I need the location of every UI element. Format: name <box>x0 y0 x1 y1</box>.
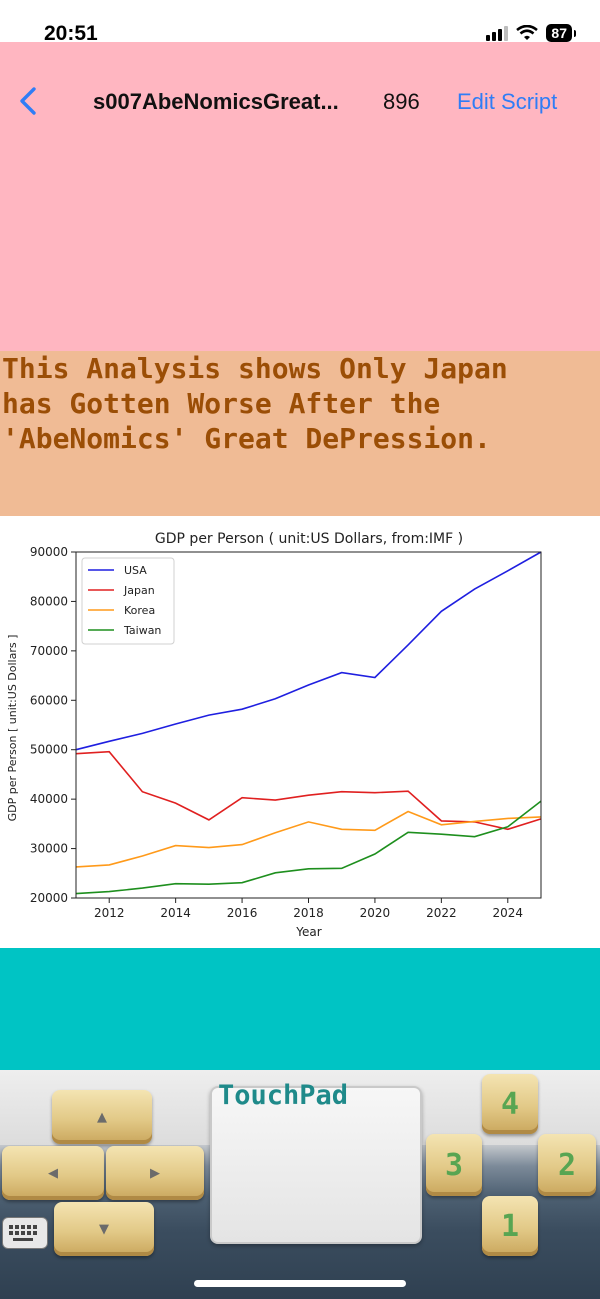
script-header: s007AbeNomicsGreat... 896 Edit Script <box>0 42 600 351</box>
y-tick-label: 60000 <box>30 693 68 707</box>
keyboard-icon[interactable] <box>2 1217 48 1249</box>
legend-box <box>81 557 175 645</box>
dpad-up-button[interactable]: ▲ <box>52 1090 152 1144</box>
back-chevron-icon[interactable] <box>16 86 42 116</box>
y-tick-label: 20000 <box>30 891 68 905</box>
touchpad-label: TouchPad <box>218 1080 349 1111</box>
cellular-signal-icon <box>486 25 509 41</box>
button-1[interactable]: 1 <box>482 1196 538 1256</box>
x-tick-label: 2014 <box>160 906 191 920</box>
x-tick-label: 2024 <box>493 906 524 920</box>
button-2[interactable]: 2 <box>538 1134 596 1196</box>
teal-panel <box>0 948 600 1070</box>
x-tick-label: 2012 <box>94 906 125 920</box>
y-tick-label: 40000 <box>30 792 68 806</box>
message-line: has Gotten Worse After the <box>2 387 441 420</box>
edit-script-button[interactable]: Edit Script <box>457 89 558 114</box>
dpad-down-button[interactable]: ▼ <box>54 1202 154 1256</box>
game-controller: ▲ ◀ ▶ ▼ TouchPad 4 3 2 1 <box>0 1070 600 1299</box>
button-2-label: 2 <box>557 1147 577 1183</box>
button-4-label: 4 <box>500 1086 520 1122</box>
button-3[interactable]: 3 <box>426 1134 482 1196</box>
message-line: This Analysis shows Only Japan <box>2 352 508 385</box>
series-line-korea <box>75 810 542 868</box>
series-line-taiwan <box>75 800 542 895</box>
legend-label-taiwan: Taiwan <box>123 624 161 637</box>
script-title: s007AbeNomicsGreat... <box>93 89 339 114</box>
analysis-message: This Analysis shows Only Japan has Gotten… <box>2 351 598 456</box>
button-4[interactable]: 4 <box>482 1074 538 1134</box>
x-axis-label: Year <box>295 925 321 939</box>
chart-title: GDP per Person ( unit:US Dollars, from:I… <box>155 531 463 547</box>
x-tick-label: 2016 <box>227 906 258 920</box>
legend-label-korea: Korea <box>124 604 155 617</box>
status-time: 20:51 <box>44 22 98 45</box>
message-panel: This Analysis shows Only Japan has Gotten… <box>0 351 600 516</box>
line-count: 896 <box>383 89 420 114</box>
battery-indicator: 87 <box>546 24 576 42</box>
status-bar: 20:51 87 <box>0 0 600 45</box>
arrow-up-icon: ▲ <box>97 1109 107 1125</box>
arrow-left-icon: ◀ <box>48 1165 58 1181</box>
y-tick-label: 90000 <box>30 545 68 559</box>
legend-label-usa: USA <box>124 564 147 577</box>
button-1-label: 1 <box>500 1208 520 1244</box>
arrow-right-icon: ▶ <box>150 1165 160 1181</box>
y-tick-label: 70000 <box>30 644 68 658</box>
y-tick-label: 50000 <box>30 743 68 757</box>
gdp-chart-panel: GDP per Person ( unit:US Dollars, from:I… <box>0 516 600 948</box>
wifi-icon <box>516 25 539 40</box>
plot-frame <box>75 551 542 899</box>
dpad-right-button[interactable]: ▶ <box>106 1146 204 1200</box>
button-3-label: 3 <box>444 1147 464 1183</box>
series-line-japan <box>75 750 542 831</box>
touchpad[interactable] <box>210 1086 422 1244</box>
y-tick-label: 30000 <box>30 842 68 856</box>
y-tick-label: 80000 <box>30 594 68 608</box>
x-tick-label: 2018 <box>293 906 324 920</box>
series-line-usa <box>75 551 542 751</box>
dpad-left-button[interactable]: ◀ <box>2 1146 104 1200</box>
home-indicator[interactable] <box>194 1280 406 1287</box>
arrow-down-icon: ▼ <box>99 1221 109 1237</box>
x-tick-label: 2020 <box>360 906 391 920</box>
x-tick-label: 2022 <box>426 906 457 920</box>
message-line: 'AbeNomics' Great DePression. <box>2 422 491 455</box>
y-axis-label: GDP per Person [ unit:US Dollars ] <box>6 635 19 822</box>
status-icons: 87 <box>486 24 576 42</box>
gdp-line-chart: GDP per Person ( unit:US Dollars, from:I… <box>6 531 542 939</box>
legend-label-japan: Japan <box>123 584 155 597</box>
